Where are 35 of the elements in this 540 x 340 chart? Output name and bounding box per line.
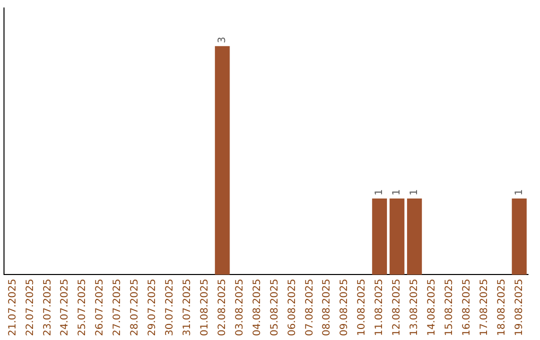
x-tick-label: 07.08.2025 <box>304 278 316 336</box>
x-tick-label: 17.08.2025 <box>478 278 490 336</box>
x-tick-label: 16.08.2025 <box>461 278 472 336</box>
x-tick-label: 12.08.2025 <box>392 278 403 336</box>
x-tick-label: 30.07.2025 <box>164 278 176 336</box>
x-tick-label: 10.08.2025 <box>356 278 368 336</box>
x-tick-label: 25.07.2025 <box>77 278 88 336</box>
x-tick-label: 03.08.2025 <box>234 278 246 336</box>
x-tick-label: 08.08.2025 <box>322 278 333 336</box>
x-tick-label: 21.07.2025 <box>7 278 18 336</box>
data-label: 1 <box>392 189 403 196</box>
x-tick-label: 06.08.2025 <box>286 278 298 336</box>
x-tick-label: 05.08.2025 <box>269 278 280 336</box>
x-tick-label: 09.08.2025 <box>339 278 350 336</box>
x-tick-label: 29.07.2025 <box>147 278 158 336</box>
x-tick-label: 14.08.2025 <box>426 278 438 336</box>
x-tick-label: 18.08.2025 <box>496 278 508 336</box>
x-tick-label: 11.08.2025 <box>374 278 386 336</box>
x-tick-label: 13.08.2025 <box>409 278 420 336</box>
x-tick-label: 23.07.2025 <box>42 278 54 336</box>
data-label: 3 <box>216 36 228 44</box>
x-tick-label: 01.08.2025 <box>199 278 210 336</box>
data-label: 1 <box>374 189 386 196</box>
data-label: 1 <box>514 189 525 196</box>
data-label: 1 <box>409 189 420 196</box>
x-tick-label: 26.07.2025 <box>94 278 106 336</box>
x-tick-label: 27.07.2025 <box>112 278 124 336</box>
x-tick-label: 02.08.2025 <box>216 278 228 336</box>
x-tick-label: 15.08.2025 <box>444 278 455 336</box>
x-tick-label: 19.08.2025 <box>514 278 525 336</box>
x-tick-label: 31.07.2025 <box>182 278 193 336</box>
x-tick-label: 22.07.2025 <box>24 278 36 336</box>
x-tick-label: 28.07.2025 <box>130 278 141 336</box>
x-tick-label: 04.08.2025 <box>252 278 263 336</box>
x-tick-label: 24.07.2025 <box>60 278 71 336</box>
